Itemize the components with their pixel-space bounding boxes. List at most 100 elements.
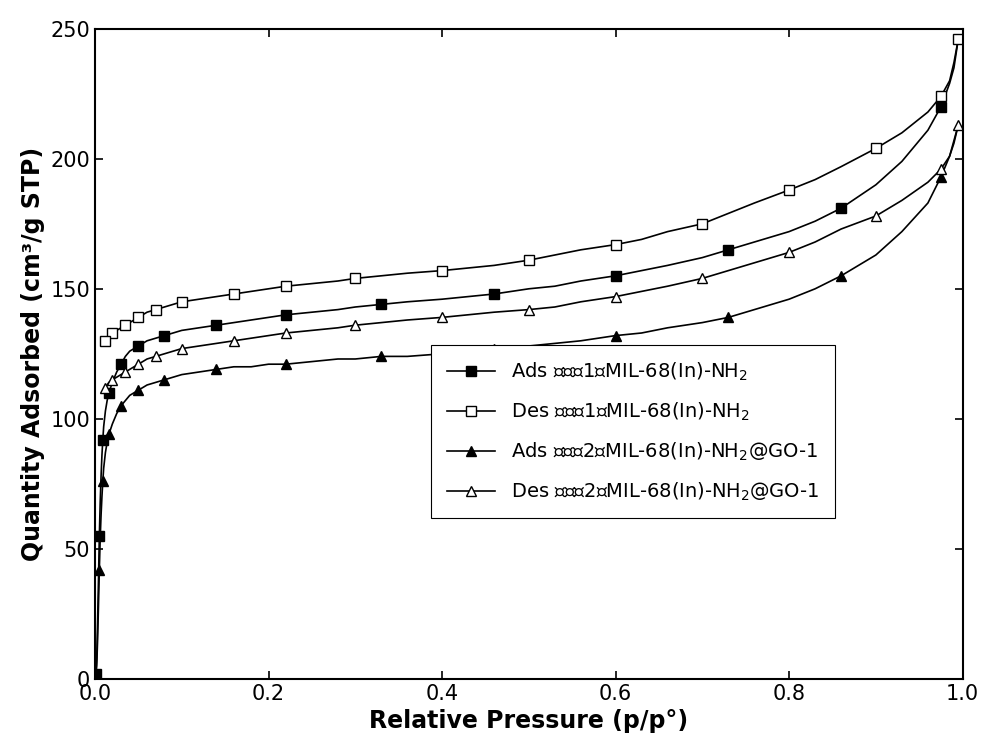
Ads 实施例2：MIL-68(In)-NH$_2$@GO-1 — [132, 385, 144, 394]
Des 实施例2：MIL-68(In)-NH$_2$@GO-1 — [280, 329, 292, 338]
Des 实施例2：MIL-68(In)-NH$_2$@GO-1 — [523, 305, 535, 314]
Ads 实施例2：MIL-68(In)-NH$_2$@GO-1 — [952, 121, 964, 130]
Des 实施例1：MIL-68(In)-NH$_2$ — [128, 315, 140, 324]
Des 实施例2：MIL-68(In)-NH$_2$@GO-1 — [549, 302, 561, 311]
Line: Des 实施例1：MIL-68(In)-NH$_2$: Des 实施例1：MIL-68(In)-NH$_2$ — [99, 35, 963, 348]
Ads 实施例2：MIL-68(In)-NH$_2$@GO-1 — [401, 352, 413, 361]
Des 实施例2：MIL-68(In)-NH$_2$@GO-1 — [375, 318, 387, 327]
Des 实施例2：MIL-68(In)-NH$_2$@GO-1 — [128, 362, 140, 371]
Des 实施例2：MIL-68(In)-NH$_2$@GO-1 — [636, 287, 648, 296]
Des 实施例1：MIL-68(In)-NH$_2$ — [944, 76, 956, 85]
Des 实施例2：MIL-68(In)-NH$_2$@GO-1 — [462, 311, 474, 320]
Des 实施例2：MIL-68(In)-NH$_2$@GO-1 — [748, 259, 760, 268]
Ads 实施例2：MIL-68(In)-NH$_2$@GO-1 — [99, 448, 111, 457]
Des 实施例2：MIL-68(In)-NH$_2$@GO-1 — [306, 326, 318, 335]
Ads 实施例1：MIL-68(In)-NH$_2$ — [128, 344, 140, 353]
Des 实施例1：MIL-68(In)-NH$_2$ — [141, 308, 153, 317]
Des 实施例1：MIL-68(In)-NH$_2$ — [228, 290, 240, 299]
Ads 实施例1：MIL-68(In)-NH$_2$ — [132, 342, 144, 351]
Line: Ads 实施例2：MIL-68(In)-NH$_2$@GO-1: Ads 实施例2：MIL-68(In)-NH$_2$@GO-1 — [91, 120, 963, 681]
Ads 实施例2：MIL-68(In)-NH$_2$@GO-1 — [119, 396, 131, 405]
Des 实施例2：MIL-68(In)-NH$_2$@GO-1 — [137, 357, 149, 366]
Des 实施例2：MIL-68(In)-NH$_2$@GO-1 — [111, 372, 123, 382]
Des 实施例1：MIL-68(In)-NH$_2$ — [549, 250, 561, 259]
Des 实施例1：MIL-68(In)-NH$_2$ — [835, 162, 847, 171]
Des 实施例1：MIL-68(In)-NH$_2$ — [137, 311, 149, 320]
Des 实施例2：MIL-68(In)-NH$_2$@GO-1 — [115, 370, 127, 379]
Ads 实施例1：MIL-68(In)-NH$_2$ — [99, 406, 111, 415]
Des 实施例1：MIL-68(In)-NH$_2$ — [696, 219, 708, 228]
Des 实施例2：MIL-68(In)-NH$_2$@GO-1 — [132, 360, 144, 369]
Des 实施例2：MIL-68(In)-NH$_2$@GO-1 — [124, 365, 136, 374]
Des 实施例1：MIL-68(In)-NH$_2$ — [462, 263, 474, 272]
Des 实施例1：MIL-68(In)-NH$_2$ — [948, 58, 960, 67]
Des 实施例2：MIL-68(In)-NH$_2$@GO-1 — [210, 339, 222, 348]
Des 实施例1：MIL-68(In)-NH$_2$ — [99, 336, 111, 345]
Des 实施例1：MIL-68(In)-NH$_2$ — [610, 240, 622, 249]
Des 实施例2：MIL-68(In)-NH$_2$@GO-1 — [783, 248, 795, 257]
Des 实施例2：MIL-68(In)-NH$_2$@GO-1 — [99, 383, 111, 392]
Des 实施例2：MIL-68(In)-NH$_2$@GO-1 — [809, 238, 821, 247]
Des 实施例2：MIL-68(In)-NH$_2$@GO-1 — [401, 315, 413, 324]
Des 实施例2：MIL-68(In)-NH$_2$@GO-1 — [141, 354, 153, 363]
Des 实施例1：MIL-68(In)-NH$_2$ — [106, 329, 118, 338]
Des 实施例1：MIL-68(In)-NH$_2$ — [132, 313, 144, 322]
Des 实施例1：MIL-68(In)-NH$_2$ — [245, 287, 257, 296]
Ads 实施例1：MIL-68(In)-NH$_2$ — [401, 297, 413, 306]
Y-axis label: Quantity Adsorbed (cm³/g STP): Quantity Adsorbed (cm³/g STP) — [21, 147, 45, 561]
Line: Des 实施例2：MIL-68(In)-NH$_2$@GO-1: Des 实施例2：MIL-68(In)-NH$_2$@GO-1 — [99, 120, 963, 395]
Des 实施例1：MIL-68(In)-NH$_2$ — [332, 277, 344, 286]
Des 实施例1：MIL-68(In)-NH$_2$ — [375, 271, 387, 280]
X-axis label: Relative Pressure (p/p°): Relative Pressure (p/p°) — [369, 710, 688, 733]
Des 实施例1：MIL-68(In)-NH$_2$ — [124, 318, 136, 327]
Des 实施例2：MIL-68(In)-NH$_2$@GO-1 — [263, 331, 275, 340]
Des 实施例1：MIL-68(In)-NH$_2$ — [101, 334, 113, 343]
Des 实施例1：MIL-68(In)-NH$_2$ — [662, 227, 674, 236]
Des 实施例1：MIL-68(In)-NH$_2$ — [523, 256, 535, 265]
Des 实施例1：MIL-68(In)-NH$_2$ — [952, 35, 964, 44]
Des 实施例1：MIL-68(In)-NH$_2$ — [488, 261, 500, 270]
Des 实施例2：MIL-68(In)-NH$_2$@GO-1 — [575, 297, 587, 306]
Des 实施例2：MIL-68(In)-NH$_2$@GO-1 — [150, 352, 162, 361]
Line: Ads 实施例1：MIL-68(In)-NH$_2$: Ads 实施例1：MIL-68(In)-NH$_2$ — [91, 35, 963, 679]
Legend: Ads 实施例1：MIL-68(In)-NH$_2$, Des 实施例1：MIL-68(In)-NH$_2$, Ads 实施例2：MIL-68(In)-NH$_: Ads 实施例1：MIL-68(In)-NH$_2$, Des 实施例1：MIL… — [431, 345, 835, 518]
Des 实施例1：MIL-68(In)-NH$_2$ — [748, 198, 760, 207]
Des 实施例1：MIL-68(In)-NH$_2$ — [722, 209, 734, 218]
Des 实施例1：MIL-68(In)-NH$_2$ — [193, 295, 205, 304]
Des 实施例1：MIL-68(In)-NH$_2$ — [436, 266, 448, 275]
Des 实施例1：MIL-68(In)-NH$_2$ — [210, 292, 222, 301]
Des 实施例1：MIL-68(In)-NH$_2$ — [158, 302, 170, 311]
Des 实施例1：MIL-68(In)-NH$_2$ — [119, 320, 131, 329]
Ads 实施例2：MIL-68(In)-NH$_2$@GO-1 — [111, 409, 123, 418]
Ads 实施例2：MIL-68(In)-NH$_2$@GO-1 — [90, 672, 102, 681]
Ads 实施例2：MIL-68(In)-NH$_2$@GO-1 — [128, 388, 140, 397]
Des 实施例1：MIL-68(In)-NH$_2$ — [783, 185, 795, 195]
Des 实施例2：MIL-68(In)-NH$_2$@GO-1 — [98, 385, 110, 394]
Des 实施例2：MIL-68(In)-NH$_2$@GO-1 — [944, 152, 956, 161]
Des 实施例2：MIL-68(In)-NH$_2$@GO-1 — [245, 334, 257, 343]
Des 实施例2：MIL-68(In)-NH$_2$@GO-1 — [696, 274, 708, 283]
Des 实施例2：MIL-68(In)-NH$_2$@GO-1 — [436, 313, 448, 322]
Des 实施例2：MIL-68(In)-NH$_2$@GO-1 — [896, 196, 908, 205]
Ads 实施例1：MIL-68(In)-NH$_2$ — [119, 352, 131, 361]
Ads 实施例1：MIL-68(In)-NH$_2$ — [952, 35, 964, 44]
Des 实施例1：MIL-68(In)-NH$_2$ — [636, 235, 648, 244]
Des 实施例1：MIL-68(In)-NH$_2$ — [922, 108, 934, 117]
Des 实施例1：MIL-68(In)-NH$_2$ — [809, 175, 821, 184]
Des 实施例2：MIL-68(In)-NH$_2$@GO-1 — [948, 136, 960, 145]
Des 实施例1：MIL-68(In)-NH$_2$ — [167, 300, 179, 309]
Des 实施例1：MIL-68(In)-NH$_2$ — [111, 326, 123, 335]
Des 实施例1：MIL-68(In)-NH$_2$ — [103, 331, 115, 340]
Des 实施例2：MIL-68(In)-NH$_2$@GO-1 — [870, 211, 882, 220]
Des 实施例2：MIL-68(In)-NH$_2$@GO-1 — [610, 292, 622, 301]
Des 实施例1：MIL-68(In)-NH$_2$ — [176, 297, 188, 306]
Ads 实施例1：MIL-68(In)-NH$_2$ — [111, 367, 123, 376]
Des 实施例1：MIL-68(In)-NH$_2$ — [115, 323, 127, 333]
Des 实施例2：MIL-68(In)-NH$_2$@GO-1 — [158, 349, 170, 358]
Ads 实施例1：MIL-68(In)-NH$_2$ — [90, 669, 102, 678]
Des 实施例2：MIL-68(In)-NH$_2$@GO-1 — [488, 308, 500, 317]
Des 实施例2：MIL-68(In)-NH$_2$@GO-1 — [176, 344, 188, 353]
Des 实施例2：MIL-68(In)-NH$_2$@GO-1 — [349, 320, 361, 329]
Des 实施例1：MIL-68(In)-NH$_2$ — [263, 284, 275, 293]
Des 实施例2：MIL-68(In)-NH$_2$@GO-1 — [103, 378, 115, 387]
